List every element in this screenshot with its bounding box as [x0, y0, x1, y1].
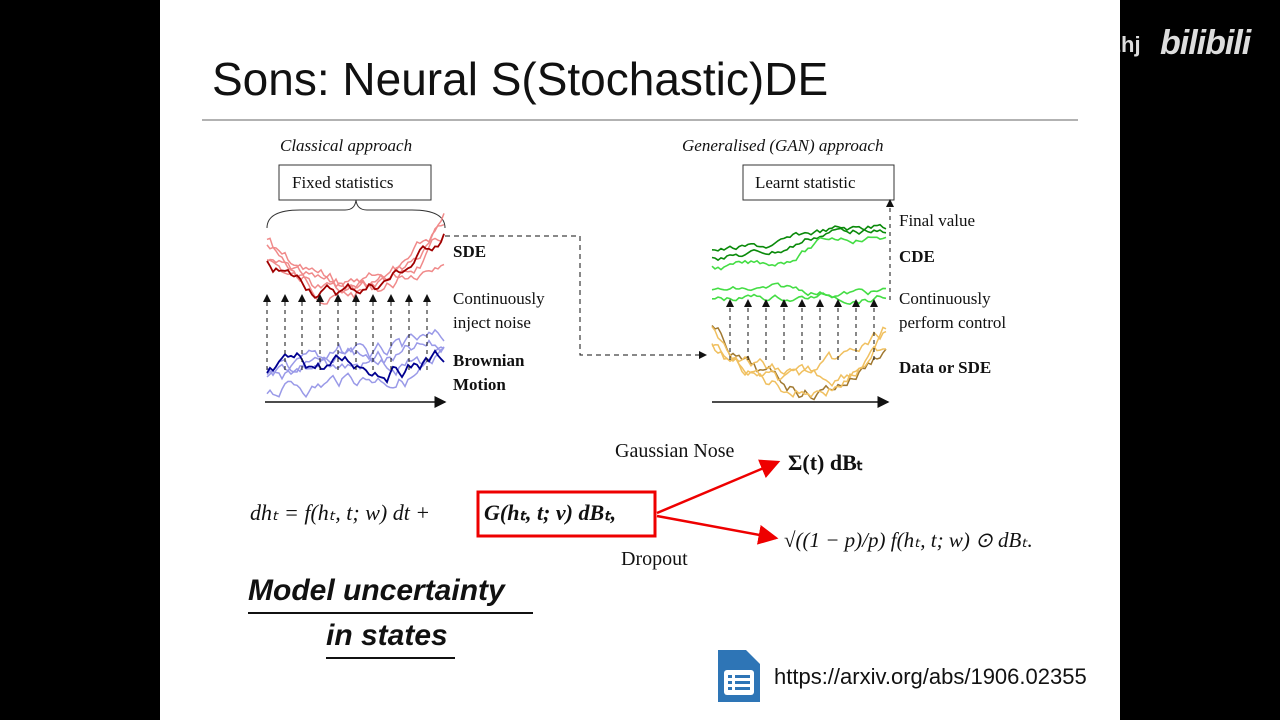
link[interactable]: https://arxiv.org/abs/1906.02355	[774, 664, 1087, 689]
box-label: Fixed statistics	[292, 173, 394, 192]
brace	[266, 199, 446, 229]
equation: dhₜ = f(hₜ, t; w) dt +	[250, 500, 431, 525]
label: Continuously	[453, 289, 545, 308]
sample-path	[711, 325, 887, 401]
sample-path	[711, 282, 887, 299]
equation-term: Σ(t) dBₜ	[788, 450, 864, 475]
label: Motion	[453, 375, 506, 394]
note: in states	[326, 619, 448, 652]
sample-path	[711, 344, 886, 399]
arrow	[656, 514, 779, 545]
slide-title: Sons: Neural S(Stochastic)DE	[212, 53, 829, 105]
sample-path	[266, 346, 445, 399]
box-label: Learnt statistic	[755, 173, 856, 192]
sample-path	[711, 326, 887, 376]
watermark-brand: bilibili	[1160, 24, 1251, 62]
sample-path	[711, 223, 887, 262]
label: inject noise	[453, 313, 531, 332]
sample-path	[712, 292, 887, 306]
arrow	[656, 459, 781, 515]
equation-term: G(hₜ, t; v) dBₜ,	[484, 500, 617, 525]
label: SDE	[453, 242, 487, 261]
sample-path	[266, 343, 445, 378]
label: perform control	[899, 313, 1007, 332]
label: CDE	[899, 247, 935, 266]
box	[278, 164, 432, 201]
equation-term: √((1 − p)/p) f(hₜ, t; w) ⊙ dBₜ.	[784, 528, 1033, 552]
box	[742, 164, 895, 201]
sample-path	[711, 326, 887, 388]
label: Continuously	[899, 289, 991, 308]
sample-path	[266, 234, 445, 305]
highlight-box	[476, 490, 657, 538]
sample-path	[711, 225, 887, 252]
label: Final value	[899, 211, 976, 230]
label: Dropout	[621, 548, 688, 570]
sample-path	[711, 236, 887, 271]
label: Gaussian Nose	[615, 440, 735, 462]
note: Model uncertainty	[248, 574, 505, 607]
document-icon	[718, 650, 760, 702]
sample-path	[266, 258, 445, 294]
sample-path	[266, 339, 445, 381]
label: Brownian	[453, 351, 525, 370]
sample-path	[266, 233, 445, 299]
caption: Generalised (GAN) approach	[682, 136, 884, 155]
connector	[445, 235, 707, 359]
caption: Classical approach	[280, 136, 413, 155]
label: Data or SDE	[899, 358, 992, 377]
